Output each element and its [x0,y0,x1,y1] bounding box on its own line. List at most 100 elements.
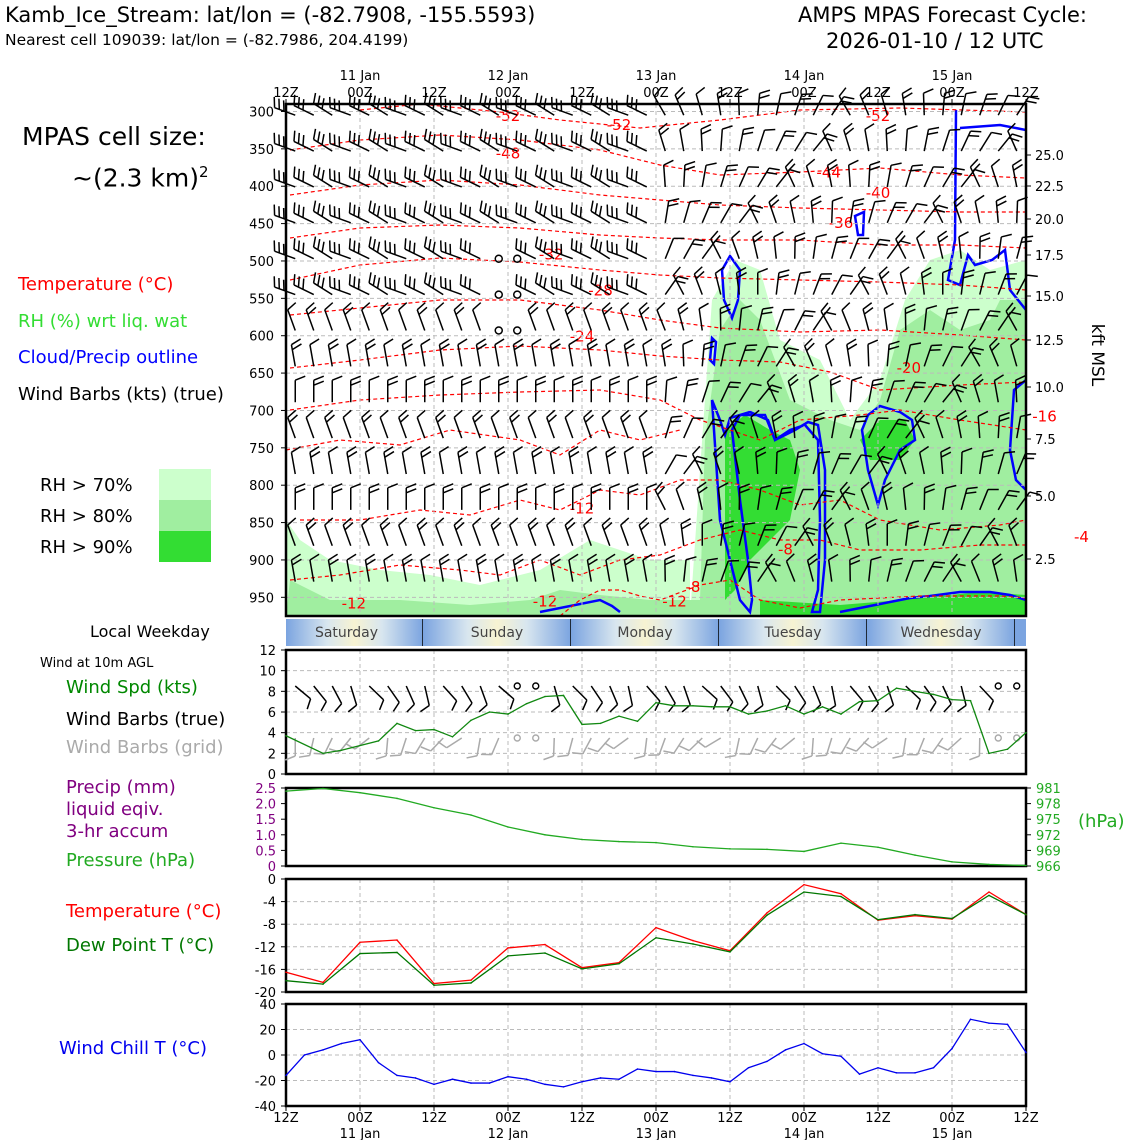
wind-barb [586,553,598,582]
wind-barb [475,553,487,582]
wind-barb [284,738,296,761]
wind-barb [313,375,325,403]
wind-barb [695,86,706,116]
wind-barb [1008,517,1020,547]
wind-barb [766,373,777,403]
windchill-line-point [766,1060,768,1063]
top-day-label: 11 Jan [340,69,381,84]
wind-barb [601,409,611,439]
wind-barb [990,158,1001,188]
pressure-line-point [507,826,509,828]
wind-speed-line-point [581,723,583,726]
windchill-line-point [618,1078,620,1081]
wind-barb [693,266,705,295]
wind-barb [860,481,870,511]
wind-speed-line-point [618,715,620,717]
wind-barb [509,517,519,546]
kft-axis-label: kft MSL [1087,324,1107,387]
wind-barb [1007,122,1018,152]
wind-barb [775,685,791,711]
wind-barb [993,374,1004,403]
bottom-hour-label: 00Z [939,1111,965,1126]
wind-barb [698,302,709,331]
wind-barb [550,132,574,152]
wind-barb [731,230,741,259]
wind-barb [572,375,584,403]
top-hour-label: 12Z [273,86,299,101]
wind-barb [942,524,962,547]
wind-barb [553,483,565,510]
wind-barb [368,236,389,260]
wind-barb [997,233,1012,259]
wind-barb [664,197,680,223]
wind-barb [387,375,399,403]
wind-barb [923,344,943,367]
wind-barb [878,266,890,295]
legend-liquid: liquid eqiv. [66,799,164,820]
dewpoint-line-point [914,913,916,916]
wind-barb [720,164,738,188]
wind-barb [997,94,1019,116]
wind-panel: 0 2 4 6 8 10 12 [259,644,1028,783]
wind-barb [527,409,537,439]
wind-barb [466,737,481,759]
bottom-day-label: 13 Jan [636,1127,677,1140]
panel-tick-label: 1.5 [255,813,276,828]
wind-barb [309,338,320,367]
wind-barb [881,481,893,511]
weekday-label: Wednesday [900,625,981,641]
wind-barb [420,737,444,752]
wind-barb [534,128,555,152]
pressure-tick-label: 750 [249,442,274,457]
wind-barb [812,411,825,439]
wind-barb [830,737,851,755]
wind-barb [958,231,969,259]
wind-barb [979,131,1003,152]
wind-barb [572,737,592,755]
top-hour-label: 00Z [643,86,669,101]
wind-speed-line-point [285,734,287,737]
wind-speed-line-point [821,706,824,708]
wind-barb [892,737,907,759]
wind-speed-line-point [840,713,842,715]
windchill-line-point [599,1077,602,1079]
wind-barb [368,200,389,224]
pressure-line-point [581,838,583,841]
wind-barb [831,452,852,475]
wind-barb [849,237,870,260]
wind-barb [867,339,879,367]
wind-barb [677,302,689,331]
wind-barb [942,267,954,295]
wind-barb [942,484,957,510]
wind-barb [960,130,982,152]
wind-barb [770,737,796,750]
wind-barb [346,446,358,475]
wind-barb [623,446,634,475]
windchill-line-point [840,1055,842,1058]
wind-barb [831,413,847,439]
wind-barb [387,483,399,510]
wind-barb [683,160,696,188]
legend-rh80: RH > 80% [40,506,133,527]
wind-speed-line-point [507,713,509,715]
wind-speed-line-point [322,752,324,755]
wind-barb [691,445,703,475]
wind-barb [794,271,811,295]
wind-speed-line-point [562,694,565,697]
wind-barb [886,162,902,188]
wind-barb [627,483,639,510]
wind-barb [383,338,394,367]
wind-barb [368,164,389,188]
wind-barb [495,168,518,188]
wind-barb [935,409,945,439]
wind-barb [324,302,334,331]
wind-barb [586,446,597,475]
panel-frame [284,648,1028,776]
calm-circle [513,254,522,263]
wind-barb [401,338,413,367]
wind-barb [387,685,400,712]
wind-barb [290,553,302,582]
windchill-line-point [988,1022,990,1024]
wind-barb [784,158,796,188]
wind-barb [849,197,865,223]
